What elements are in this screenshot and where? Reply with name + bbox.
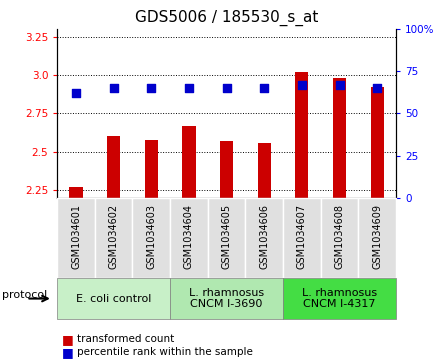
Point — [298, 82, 305, 87]
Text: GSM1034602: GSM1034602 — [109, 204, 119, 269]
Point — [261, 85, 268, 91]
Text: transformed count: transformed count — [77, 334, 174, 344]
Text: GSM1034607: GSM1034607 — [297, 204, 307, 269]
Point — [73, 90, 80, 96]
Bar — [295, 72, 308, 198]
Text: L. rhamnosus
CNCM I-3690: L. rhamnosus CNCM I-3690 — [189, 288, 264, 309]
Text: E. coli control: E. coli control — [76, 294, 151, 303]
FancyBboxPatch shape — [246, 198, 283, 278]
Text: ■: ■ — [62, 346, 73, 359]
Text: GSM1034604: GSM1034604 — [184, 204, 194, 269]
Text: GSM1034603: GSM1034603 — [147, 204, 156, 269]
Bar — [220, 141, 233, 198]
Bar — [370, 87, 384, 198]
FancyBboxPatch shape — [208, 198, 246, 278]
Point — [374, 85, 381, 91]
Text: GSM1034605: GSM1034605 — [222, 204, 231, 269]
FancyBboxPatch shape — [57, 278, 170, 319]
FancyBboxPatch shape — [321, 198, 358, 278]
Point — [223, 85, 230, 91]
Bar — [258, 143, 271, 198]
Point — [185, 85, 192, 91]
Bar — [107, 136, 120, 198]
Text: protocol: protocol — [2, 290, 48, 300]
FancyBboxPatch shape — [358, 198, 396, 278]
FancyBboxPatch shape — [170, 198, 208, 278]
Text: ■: ■ — [62, 333, 73, 346]
Text: percentile rank within the sample: percentile rank within the sample — [77, 347, 253, 357]
FancyBboxPatch shape — [57, 198, 95, 278]
Text: GSM1034608: GSM1034608 — [334, 204, 345, 269]
FancyBboxPatch shape — [283, 198, 321, 278]
Point — [148, 85, 155, 91]
FancyBboxPatch shape — [95, 198, 132, 278]
Bar — [333, 78, 346, 198]
Point — [110, 85, 117, 91]
Text: GSM1034601: GSM1034601 — [71, 204, 81, 269]
Title: GDS5006 / 185530_s_at: GDS5006 / 185530_s_at — [135, 10, 318, 26]
Bar — [182, 126, 195, 198]
Point — [336, 82, 343, 87]
Bar — [70, 187, 83, 198]
FancyBboxPatch shape — [283, 278, 396, 319]
FancyBboxPatch shape — [170, 278, 283, 319]
FancyBboxPatch shape — [132, 198, 170, 278]
Text: L. rhamnosus
CNCM I-4317: L. rhamnosus CNCM I-4317 — [302, 288, 377, 309]
Bar — [145, 139, 158, 198]
Text: GSM1034609: GSM1034609 — [372, 204, 382, 269]
Text: GSM1034606: GSM1034606 — [259, 204, 269, 269]
